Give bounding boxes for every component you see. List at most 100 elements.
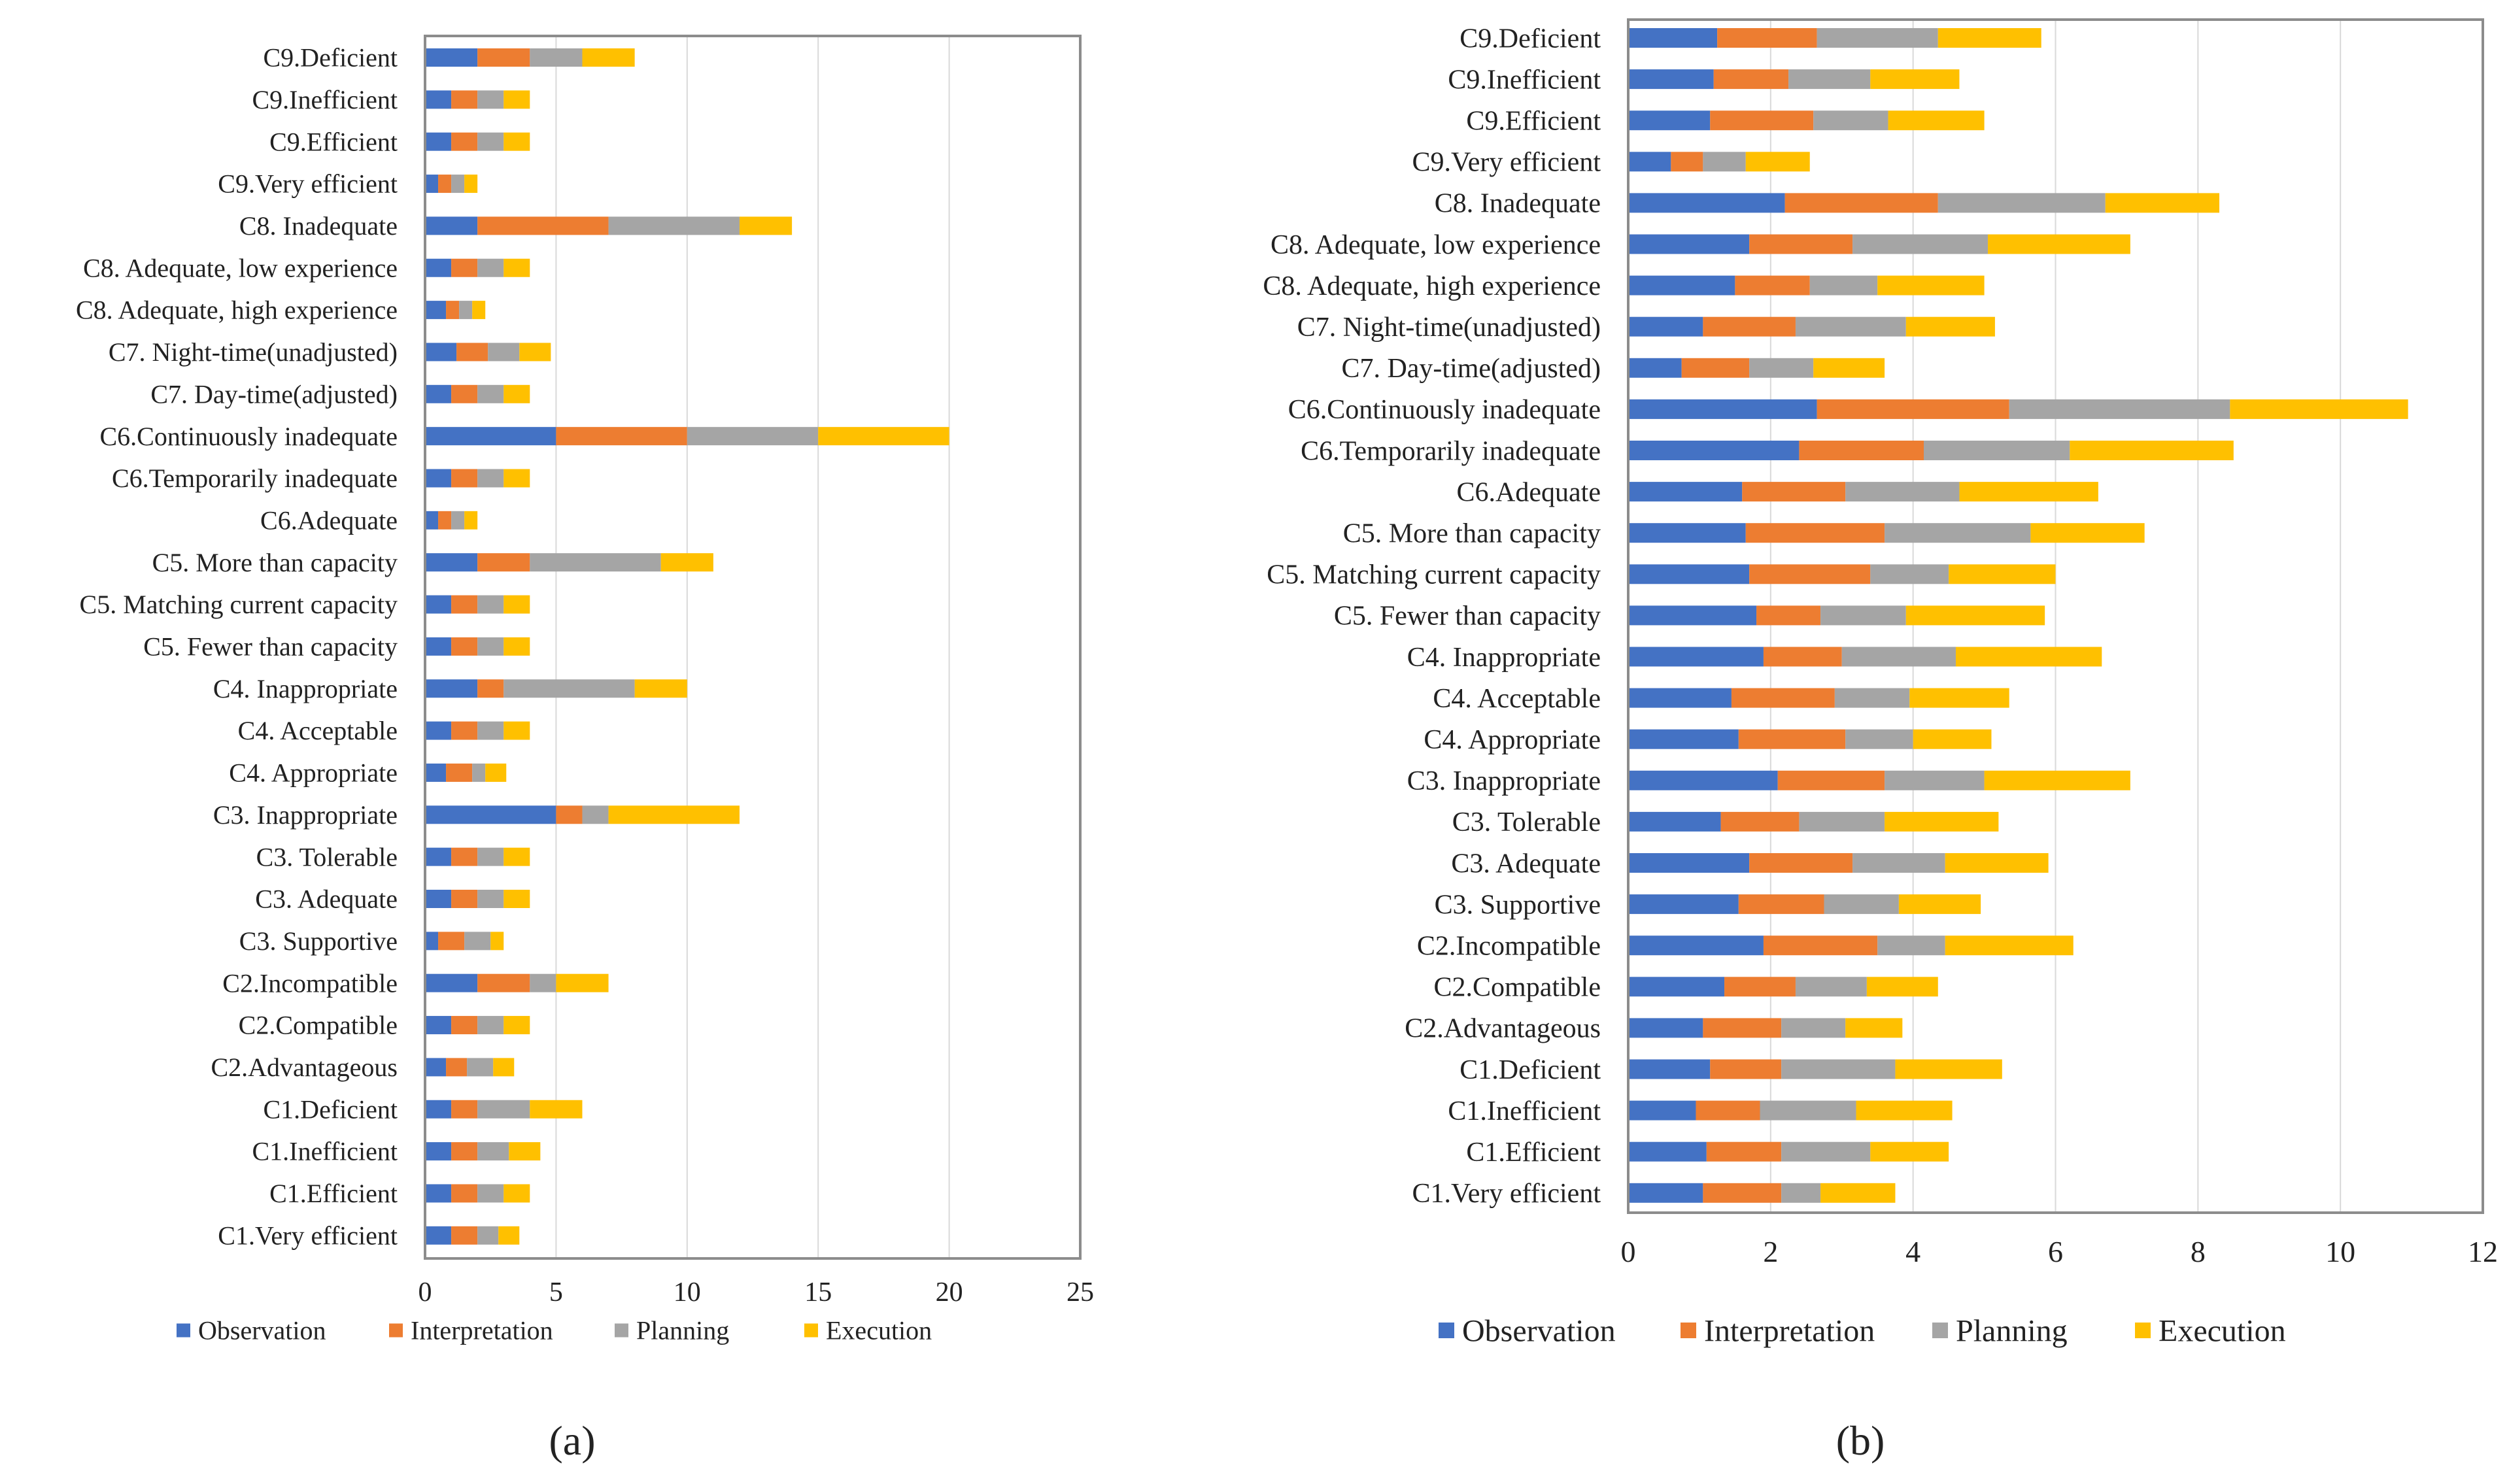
- bar-observation-c5-fewer-than-capacity: [425, 637, 452, 656]
- bar-observation-c3-supportive: [1628, 894, 1739, 915]
- bar-execution-c2-incompatible: [1945, 936, 2074, 956]
- category-label-c4-appropriate: C4. Appropriate: [1424, 725, 1601, 755]
- category-label-c6-temporarily-inadequate: C6.Temporarily inadequate: [1301, 436, 1601, 466]
- bar-execution-c8-adequate-high-experience: [472, 301, 486, 320]
- category-label-c7-night-time-unadjusted: C7. Night-time(unadjusted): [1297, 312, 1601, 343]
- bar-execution-c2-advantageous: [1845, 1018, 1903, 1038]
- bar-execution-c1-efficient: [1870, 1141, 1949, 1162]
- bar-interpretation-c2-incompatible: [477, 973, 530, 992]
- panel-a: C9.Deficient C9.Inefficient C9.Efficient C9…: [76, 35, 1094, 1464]
- bar-planning-c8-inadequate: [608, 216, 740, 235]
- bar-observation-c8-inadequate: [425, 216, 478, 235]
- bar-execution-c3-supportive: [490, 932, 504, 951]
- bar-interpretation-c3-adequate: [451, 890, 478, 908]
- bar-interpretation-c9-inefficient: [451, 90, 478, 109]
- bar-observation-c4-acceptable: [1628, 688, 1732, 708]
- bar-planning-c9-very-efficient: [451, 175, 465, 194]
- bar-interpretation-c6-temporarily-inadequate: [451, 469, 478, 488]
- bar-interpretation-c8-adequate-high-experience: [446, 301, 460, 320]
- bar-execution-c6-adequate: [1959, 482, 2098, 502]
- bar-interpretation-c6-continuously-inadequate: [556, 427, 687, 446]
- bar-observation-c3-inappropriate: [1628, 770, 1778, 790]
- legend-label-interpretation: Interpretation: [411, 1316, 553, 1345]
- bar-execution-c6-temporarily-inadequate: [2070, 441, 2234, 460]
- bar-observation-c3-tolerable: [1628, 811, 1721, 832]
- category-label-c8-adequate-low-experience: C8. Adequate, low experience: [1271, 230, 1601, 260]
- category-label-c1-very-efficient: C1.Very efficient: [218, 1221, 398, 1250]
- x-tick-label-25: 25: [1067, 1277, 1094, 1307]
- x-tick-label-12: 12: [2468, 1235, 2498, 1268]
- category-label-c1-deficient: C1.Deficient: [264, 1094, 398, 1124]
- bar-interpretation-c3-supportive: [438, 932, 465, 951]
- bar-execution-c7-night-time-unadjusted: [1905, 316, 1995, 337]
- bar-observation-c4-appropriate: [425, 763, 447, 782]
- bar-interpretation-c9-very-efficient: [438, 175, 452, 194]
- bar-planning-c5-more-than-capacity: [530, 553, 661, 572]
- bar-execution-c8-inadequate: [2105, 193, 2220, 213]
- bar-interpretation-c4-inappropriate: [477, 679, 504, 698]
- category-label-c1-efficient: C1.Efficient: [1466, 1138, 1601, 1168]
- bar-interpretation-c1-inefficient: [1696, 1100, 1760, 1121]
- bar-planning-c2-compatible: [1795, 977, 1867, 997]
- bar-observation-c8-inadequate: [1628, 193, 1785, 213]
- category-label-c3-tolerable: C3. Tolerable: [1452, 807, 1601, 837]
- bar-planning-c5-matching-current-capacity: [477, 595, 504, 614]
- category-label-c6-continuously-inadequate: C6.Continuously inadequate: [1288, 395, 1601, 425]
- bar-observation-c3-adequate: [1628, 853, 1750, 873]
- bar-planning-c1-deficient: [477, 1100, 530, 1119]
- bar-planning-c8-adequate-high-experience: [459, 301, 473, 320]
- category-label-c4-acceptable: C4. Acceptable: [238, 716, 398, 745]
- category-label-c9-efficient: C9.Efficient: [1466, 106, 1601, 136]
- bar-observation-c8-adequate-low-experience: [1628, 234, 1750, 254]
- subcaption: (b): [1836, 1417, 1885, 1464]
- category-label-c3-supportive: C3. Supportive: [1435, 890, 1601, 920]
- bar-planning-c5-more-than-capacity: [1885, 523, 2031, 543]
- bar-observation-c6-temporarily-inadequate: [1628, 441, 1800, 460]
- category-label-c9-efficient: C9.Efficient: [269, 127, 398, 156]
- bar-observation-c2-compatible: [1628, 977, 1725, 997]
- category-label-c2-advantageous: C2.Advantageous: [211, 1053, 398, 1082]
- bar-execution-c5-fewer-than-capacity: [504, 637, 530, 656]
- category-label-c5-fewer-than-capacity: C5. Fewer than capacity: [143, 632, 398, 662]
- category-label-c5-more-than-capacity: C5. More than capacity: [152, 548, 398, 577]
- bar-execution-c3-inappropriate: [608, 805, 740, 824]
- category-label-c5-fewer-than-capacity: C5. Fewer than capacity: [1334, 601, 1601, 632]
- category-label-c9-deficient: C9.Deficient: [264, 43, 398, 73]
- bar-observation-c2-advantageous: [1628, 1018, 1703, 1038]
- bar-observation-c9-deficient: [1628, 28, 1718, 48]
- bar-observation-c7-night-time-unadjusted: [425, 343, 457, 362]
- category-label-c3-adequate: C3. Adequate: [255, 885, 398, 914]
- category-label-c3-inappropriate: C3. Inappropriate: [213, 800, 398, 830]
- bar-observation-c9-inefficient: [425, 90, 452, 109]
- x-tick-label-10: 10: [674, 1277, 701, 1307]
- bar-planning-c9-inefficient: [477, 90, 504, 109]
- bar-planning-c7-day-time-adjusted: [477, 384, 504, 403]
- bar-execution-c7-day-time-adjusted: [1813, 358, 1885, 378]
- bar-interpretation-c7-night-time-unadjusted: [1703, 316, 1796, 337]
- bar-planning-c3-adequate: [477, 890, 504, 908]
- bar-interpretation-c8-inadequate: [1784, 193, 1938, 213]
- bar-observation-c6-continuously-inadequate: [425, 427, 556, 446]
- bar-planning-c9-deficient: [1817, 28, 1938, 48]
- bar-interpretation-c4-appropriate: [446, 763, 473, 782]
- bar-execution-c9-very-efficient: [464, 175, 478, 194]
- category-label-c9-inefficient: C9.Inefficient: [1448, 65, 1601, 95]
- bar-planning-c4-inappropriate: [504, 679, 635, 698]
- bar-interpretation-c7-night-time-unadjusted: [456, 343, 488, 362]
- bar-observation-c7-day-time-adjusted: [425, 384, 452, 403]
- panel-b: C9.Deficient C9.Inefficient C9.Efficient C9…: [1263, 18, 2498, 1464]
- bar-planning-c1-efficient: [1781, 1141, 1871, 1162]
- bar-execution-c4-appropriate: [485, 763, 507, 782]
- bar-observation-c6-continuously-inadequate: [1628, 399, 1817, 419]
- category-label-c8-inadequate: C8. Inadequate: [239, 211, 398, 241]
- bar-observation-c3-tolerable: [425, 847, 452, 866]
- bar-execution-c2-compatible: [504, 1016, 530, 1035]
- bar-observation-c4-acceptable: [425, 721, 452, 740]
- bar-planning-c3-supportive: [1824, 894, 1899, 915]
- bar-planning-c9-very-efficient: [1703, 152, 1746, 172]
- bar-planning-c2-advantageous: [467, 1058, 494, 1077]
- bar-execution-c6-temporarily-inadequate: [504, 469, 530, 488]
- bar-interpretation-c9-efficient: [1710, 110, 1814, 131]
- bar-observation-c6-adequate: [425, 511, 439, 530]
- bar-execution-c3-adequate: [504, 890, 530, 908]
